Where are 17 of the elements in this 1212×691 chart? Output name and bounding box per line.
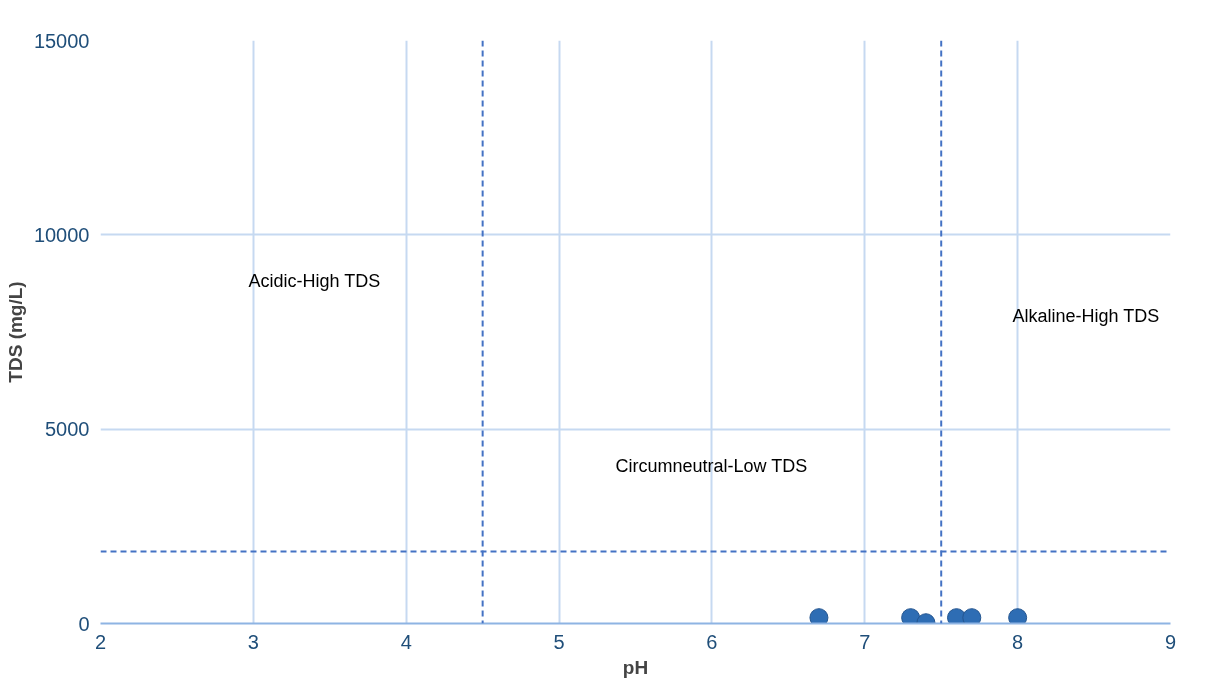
x-tick-label: 3 — [247, 630, 259, 653]
x-tick-label: 6 — [706, 630, 718, 653]
x-tick-label: 8 — [1012, 630, 1024, 653]
x-tick-label: 7 — [859, 630, 871, 653]
annotation: Alkaline-High TDS — [1012, 306, 1160, 327]
x-tick-label: 4 — [400, 630, 412, 653]
x-axis-title: pH — [622, 656, 649, 678]
y-tick-label: 5000 — [45, 418, 90, 441]
annotation: Circumneutral-Low TDS — [615, 456, 808, 477]
y-tick-label: 10000 — [33, 223, 90, 246]
x-tick-label: 2 — [94, 630, 107, 653]
y-tick-label: 0 — [78, 612, 90, 635]
x-tick-label: 9 — [1164, 630, 1177, 653]
x-tick-label: 5 — [553, 630, 565, 653]
y-tick-label: 15000 — [33, 29, 90, 52]
y-axis-title: TDS (mg/L) — [4, 281, 26, 383]
annotation: Acidic-High TDS — [248, 271, 381, 292]
